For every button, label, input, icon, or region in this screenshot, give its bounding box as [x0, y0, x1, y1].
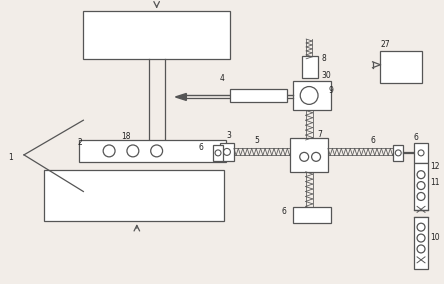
Bar [414, 143, 428, 163]
Bar [83, 11, 230, 59]
Text: 11: 11 [430, 178, 440, 187]
Bar [293, 81, 331, 110]
Polygon shape [175, 93, 186, 101]
Text: 9: 9 [329, 86, 334, 95]
Bar [414, 217, 428, 269]
Text: 8: 8 [321, 54, 326, 63]
Text: 4: 4 [220, 74, 225, 83]
Text: 1: 1 [8, 153, 13, 162]
Bar [44, 170, 224, 221]
Bar [414, 163, 428, 210]
Bar [381, 51, 422, 83]
Bar [393, 145, 403, 161]
Bar [290, 138, 328, 172]
Bar [302, 56, 318, 78]
Bar [220, 143, 234, 161]
Text: 5: 5 [255, 135, 260, 145]
Bar [230, 89, 287, 103]
Text: 27: 27 [381, 40, 390, 49]
Text: 18: 18 [121, 131, 131, 141]
Bar [293, 207, 331, 223]
Text: 7: 7 [317, 130, 322, 139]
Text: 10: 10 [430, 233, 440, 242]
Text: 6: 6 [198, 143, 203, 153]
Text: 6: 6 [371, 135, 376, 145]
Text: 6: 6 [413, 133, 418, 141]
Text: 30: 30 [321, 71, 331, 80]
Text: 12: 12 [430, 162, 440, 171]
Text: 6: 6 [281, 207, 286, 216]
Text: 3: 3 [226, 131, 231, 139]
Bar [213, 145, 223, 161]
Bar [79, 140, 226, 162]
Text: 2: 2 [77, 139, 82, 147]
